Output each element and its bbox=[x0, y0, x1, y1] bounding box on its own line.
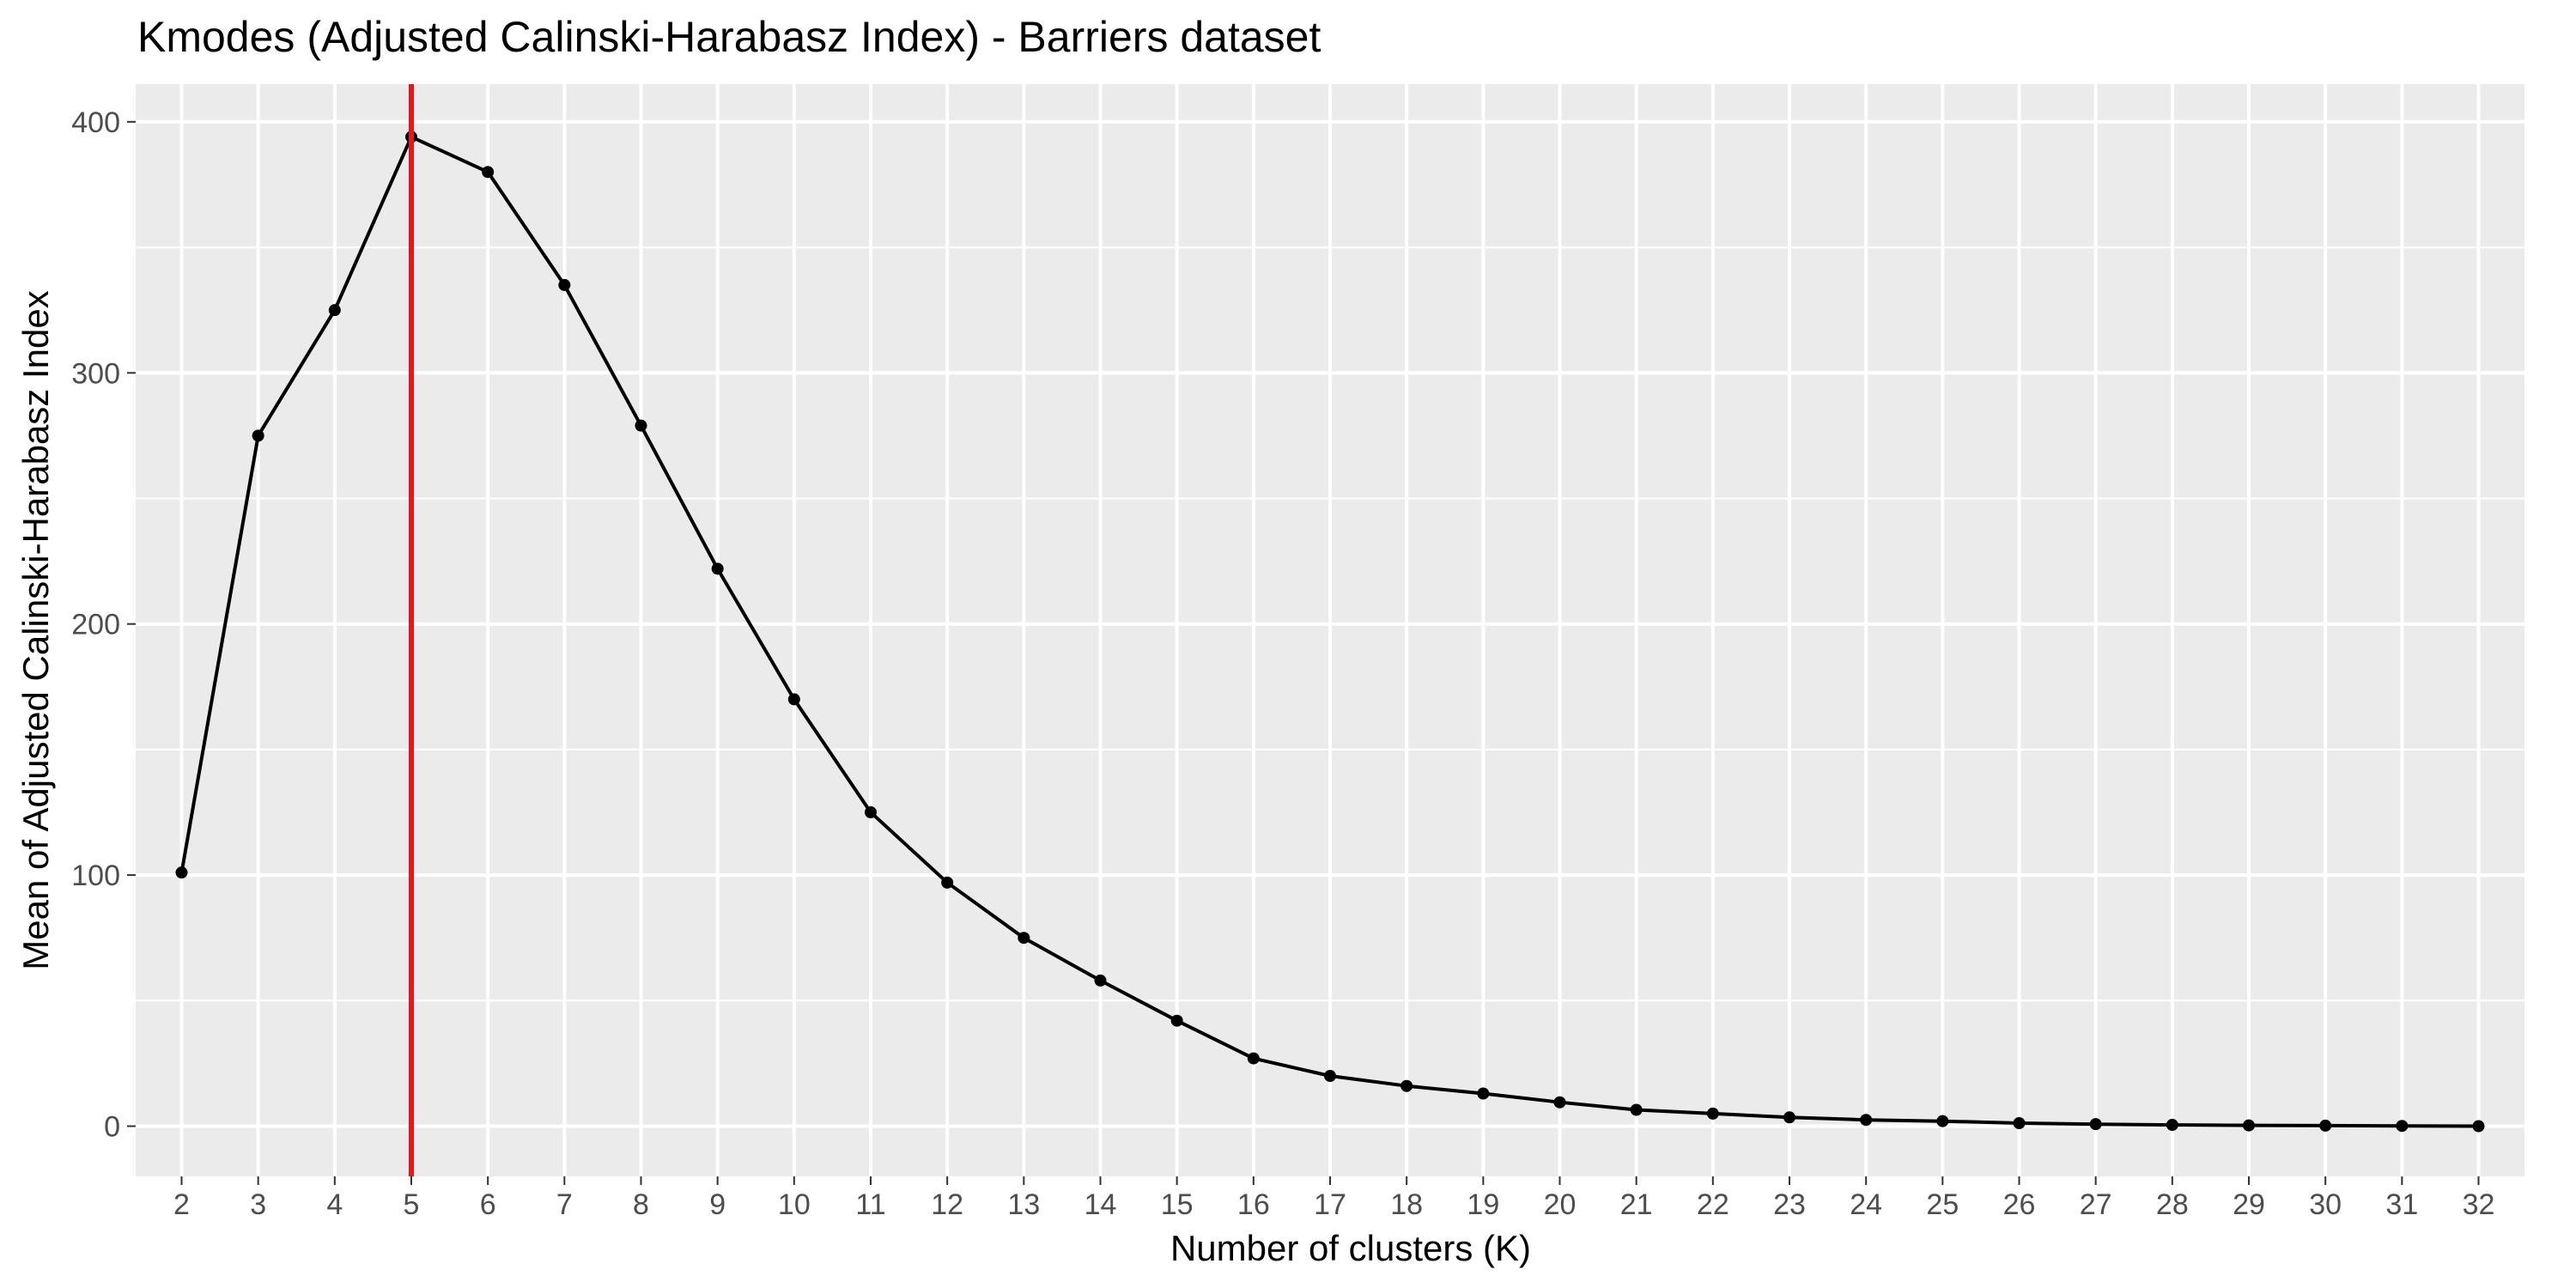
x-tick-label: 25 bbox=[1926, 1188, 1959, 1221]
x-tick-label: 3 bbox=[250, 1188, 266, 1221]
data-point bbox=[1553, 1096, 1566, 1109]
x-tick-label: 7 bbox=[556, 1188, 573, 1221]
data-point bbox=[1630, 1103, 1643, 1116]
x-axis-title: Number of clusters (K) bbox=[1170, 1228, 1531, 1268]
data-point bbox=[1094, 974, 1107, 987]
y-tick-label: 400 bbox=[71, 106, 120, 139]
data-point bbox=[2013, 1117, 2026, 1130]
data-point bbox=[1170, 1014, 1183, 1027]
data-point bbox=[865, 806, 877, 818]
major-gridlines bbox=[136, 84, 2524, 1176]
data-point bbox=[2243, 1119, 2255, 1132]
x-tick-label: 14 bbox=[1084, 1188, 1117, 1221]
data-point bbox=[635, 419, 647, 432]
x-tick-label: 9 bbox=[709, 1188, 726, 1221]
x-tick-label: 19 bbox=[1467, 1188, 1499, 1221]
x-tick-label: 16 bbox=[1237, 1188, 1270, 1221]
x-tick-label: 2 bbox=[173, 1188, 190, 1221]
chart-title: Kmodes (Adjusted Calinski-Harabasz Index… bbox=[137, 13, 1321, 61]
x-tick-label: 29 bbox=[2233, 1188, 2265, 1221]
data-point bbox=[1018, 932, 1030, 945]
y-tick-label: 0 bbox=[104, 1111, 120, 1144]
y-tick-label: 100 bbox=[71, 860, 120, 892]
x-tick-label: 31 bbox=[2385, 1188, 2418, 1221]
x-axis-ticks: 2 3 4 5 6 7 8 9 10 11 12 13 14 15 16 17 18 19 20 21 22 23 24 25… bbox=[173, 1176, 2494, 1221]
data-point bbox=[328, 304, 341, 317]
data-point bbox=[175, 866, 188, 879]
x-tick-label: 22 bbox=[1697, 1188, 1729, 1221]
data-point bbox=[941, 876, 954, 889]
x-tick-label: 15 bbox=[1161, 1188, 1194, 1221]
data-point bbox=[711, 562, 724, 575]
data-point bbox=[2472, 1120, 2485, 1133]
x-tick-label: 20 bbox=[1544, 1188, 1577, 1221]
x-tick-label: 13 bbox=[1007, 1188, 1040, 1221]
x-tick-label: 5 bbox=[404, 1188, 420, 1221]
x-tick-label: 8 bbox=[633, 1188, 649, 1221]
data-point bbox=[558, 278, 571, 291]
x-tick-label: 24 bbox=[1850, 1188, 1882, 1221]
y-axis-title: Mean of Adjusted Calinski-Harabasz Index bbox=[15, 290, 56, 969]
x-tick-label: 30 bbox=[2309, 1188, 2342, 1221]
x-tick-label: 12 bbox=[931, 1188, 963, 1221]
x-tick-label: 18 bbox=[1390, 1188, 1423, 1221]
y-axis-ticks: 0 100 200 300 400 bbox=[71, 106, 136, 1144]
x-tick-label: 4 bbox=[326, 1188, 343, 1221]
x-tick-label: 21 bbox=[1620, 1188, 1653, 1221]
x-tick-label: 28 bbox=[2156, 1188, 2189, 1221]
data-point bbox=[1247, 1052, 1260, 1065]
x-tick-label: 32 bbox=[2463, 1188, 2495, 1221]
data-point bbox=[2089, 1118, 2102, 1131]
x-tick-label: 11 bbox=[855, 1188, 885, 1221]
data-point bbox=[2319, 1119, 2332, 1132]
x-tick-label: 10 bbox=[778, 1188, 811, 1221]
data-point bbox=[1706, 1107, 1719, 1120]
x-tick-label: 26 bbox=[2003, 1188, 2036, 1221]
x-tick-label: 23 bbox=[1773, 1188, 1806, 1221]
x-tick-label: 27 bbox=[2080, 1188, 2112, 1221]
data-points bbox=[175, 131, 2485, 1133]
data-point bbox=[1936, 1115, 1949, 1127]
data-point bbox=[1860, 1114, 1873, 1127]
y-tick-label: 300 bbox=[71, 357, 120, 390]
data-point bbox=[787, 693, 800, 706]
data-point bbox=[1783, 1111, 1795, 1124]
x-tick-label: 6 bbox=[480, 1188, 496, 1221]
data-point bbox=[1324, 1070, 1336, 1083]
data-point bbox=[482, 166, 495, 179]
x-tick-label: 17 bbox=[1314, 1188, 1346, 1221]
data-point bbox=[2396, 1120, 2409, 1133]
data-point bbox=[252, 429, 264, 442]
data-point bbox=[1477, 1087, 1490, 1100]
data-point bbox=[1400, 1079, 1413, 1092]
data-point bbox=[2166, 1119, 2178, 1132]
y-tick-label: 200 bbox=[71, 609, 120, 641]
